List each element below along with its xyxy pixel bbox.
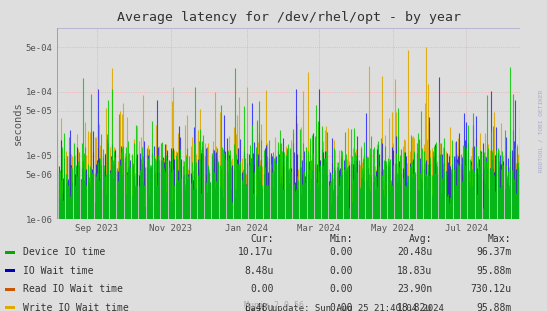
Text: 18.83u: 18.83u — [397, 266, 432, 276]
Text: 0.00: 0.00 — [329, 303, 353, 311]
Text: IO Wait time: IO Wait time — [23, 266, 94, 276]
Bar — [5, 269, 15, 272]
Text: Write IO Wait time: Write IO Wait time — [23, 303, 129, 311]
Text: Read IO Wait time: Read IO Wait time — [23, 284, 123, 294]
Text: RRDTOOL / TOBI OETIKER: RRDTOOL / TOBI OETIKER — [538, 89, 543, 172]
Title: Average latency for /dev/rhel/opt - by year: Average latency for /dev/rhel/opt - by y… — [117, 11, 461, 24]
Text: Min:: Min: — [329, 234, 353, 244]
Text: Avg:: Avg: — [409, 234, 432, 244]
Text: Last update: Sun Aug 25 21:40:04 2024: Last update: Sun Aug 25 21:40:04 2024 — [245, 304, 444, 311]
Text: 8.48u: 8.48u — [244, 266, 274, 276]
Text: 730.12u: 730.12u — [470, 284, 511, 294]
Text: 20.48u: 20.48u — [397, 247, 432, 257]
Bar — [5, 251, 15, 254]
Text: 0.00: 0.00 — [329, 284, 353, 294]
Text: 0.00: 0.00 — [329, 247, 353, 257]
Text: 95.88m: 95.88m — [476, 303, 511, 311]
Text: Max:: Max: — [488, 234, 511, 244]
Bar — [5, 306, 15, 309]
Text: Cur:: Cur: — [250, 234, 274, 244]
Text: Device IO time: Device IO time — [23, 247, 105, 257]
Bar — [5, 288, 15, 291]
Text: 96.37m: 96.37m — [476, 247, 511, 257]
Text: 10.17u: 10.17u — [238, 247, 274, 257]
Text: 0.00: 0.00 — [329, 266, 353, 276]
Text: 8.48u: 8.48u — [244, 303, 274, 311]
Text: 18.82u: 18.82u — [397, 303, 432, 311]
Y-axis label: seconds: seconds — [13, 102, 23, 146]
Text: Munin 2.0.56: Munin 2.0.56 — [243, 301, 304, 310]
Text: 23.90n: 23.90n — [397, 284, 432, 294]
Text: 0.00: 0.00 — [250, 284, 274, 294]
Text: 95.88m: 95.88m — [476, 266, 511, 276]
